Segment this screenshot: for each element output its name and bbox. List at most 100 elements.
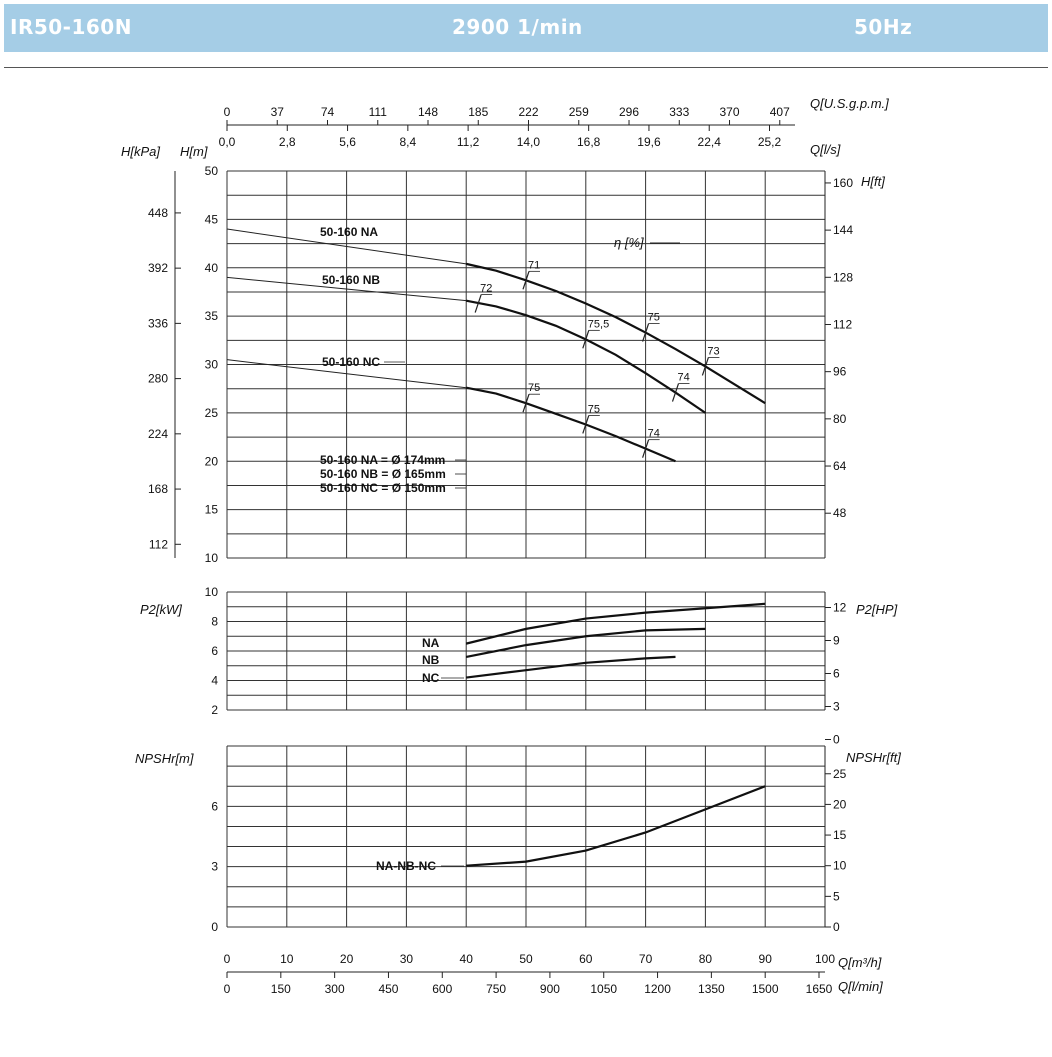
head-ft-tick-label: 144 xyxy=(833,223,853,237)
lmin-tick-label: 600 xyxy=(432,982,452,996)
npsh-curve xyxy=(466,785,766,867)
usgpm-tick-label: 333 xyxy=(669,105,689,119)
m3h-tick-label: 10 xyxy=(280,952,294,966)
power-kw-tick-label: 10 xyxy=(205,585,219,599)
head-curve-extension xyxy=(226,228,467,265)
head-curve xyxy=(465,386,676,463)
head-m-tick-label: 30 xyxy=(205,358,219,372)
efficiency-tick xyxy=(701,357,709,376)
head-ft-tick-label: 48 xyxy=(833,506,847,520)
usgpm-tick-label: 0 xyxy=(224,105,231,119)
head-m-tick-label: 25 xyxy=(205,406,219,420)
head-kpa-axis-label: H[kPa] xyxy=(121,144,160,159)
lmin-tick-label: 900 xyxy=(540,982,560,996)
efficiency-tick xyxy=(642,439,650,458)
head-kpa-tick-label: 168 xyxy=(148,482,168,496)
npsh-ft-tick-label: 0 xyxy=(833,920,840,934)
head-m-tick-label: 15 xyxy=(205,503,219,517)
npsh-m-axis-label: NPSHr[m] xyxy=(135,751,194,766)
npsh-m-tick-label: 0 xyxy=(211,920,218,934)
efficiency-tick xyxy=(474,294,482,313)
usgpm-tick-label: 74 xyxy=(321,105,335,119)
efficiency-value: 75 xyxy=(648,312,660,324)
m3h-tick-label: 50 xyxy=(519,952,533,966)
impeller-diameter-note: 50-160 NB = Ø 165mm xyxy=(320,467,446,481)
lmin-tick-label: 450 xyxy=(378,982,398,996)
power-kw-tick-label: 4 xyxy=(211,674,218,688)
head-kpa-tick-label: 224 xyxy=(148,427,168,441)
usgpm-tick-label: 296 xyxy=(619,105,639,119)
efficiency-tick xyxy=(642,323,650,342)
ls-tick-label: 16,8 xyxy=(577,135,601,149)
usgpm-tick-label: 370 xyxy=(720,105,740,119)
ls-axis-label: Q[l/s] xyxy=(810,142,841,157)
lmin-tick-label: 150 xyxy=(271,982,291,996)
m3h-tick-label: 0 xyxy=(224,952,231,966)
efficiency-tick xyxy=(671,383,680,402)
head-ft-axis-label: H[ft] xyxy=(861,174,885,189)
power-hp-tick-label: 3 xyxy=(833,700,840,714)
head-m-tick-label: 20 xyxy=(205,454,219,468)
efficiency-tick xyxy=(522,394,530,413)
efficiency-value: 74 xyxy=(648,428,660,440)
power-kw-tick-label: 2 xyxy=(211,703,218,717)
efficiency-value: 74 xyxy=(678,372,690,384)
usgpm-tick-label: 148 xyxy=(418,105,438,119)
power-curve-label: NC xyxy=(422,671,440,685)
power-kw-tick-label: 8 xyxy=(211,615,218,629)
power-curve-label: NB xyxy=(422,653,440,667)
lmin-tick-label: 0 xyxy=(224,982,231,996)
power-curve xyxy=(466,655,676,679)
head-ft-tick-label: 112 xyxy=(833,317,852,331)
usgpm-tick-label: 185 xyxy=(468,105,488,119)
lmin-axis-label: Q[l/min] xyxy=(838,979,883,994)
frequency-label: 50Hz xyxy=(854,15,913,39)
head-kpa-tick-label: 448 xyxy=(148,206,168,220)
efficiency-value: 75 xyxy=(528,382,540,394)
power-hp-tick-label: 9 xyxy=(833,634,840,648)
head-m-tick-label: 40 xyxy=(205,261,219,275)
ls-tick-label: 5,6 xyxy=(339,135,356,149)
m3h-tick-label: 80 xyxy=(699,952,713,966)
lmin-tick-label: 750 xyxy=(486,982,506,996)
usgpm-tick-label: 37 xyxy=(271,105,285,119)
ls-tick-label: 25,2 xyxy=(758,135,782,149)
head-ft-tick-label: 128 xyxy=(833,270,853,284)
impeller-diameter-note: 50-160 NC = Ø 150mm xyxy=(320,481,446,495)
header-divider xyxy=(4,67,1048,68)
power-kw-tick-label: 6 xyxy=(211,644,218,658)
npsh-ft-tick-label: 15 xyxy=(833,828,847,842)
efficiency-label: η [%] xyxy=(614,235,644,250)
usgpm-axis-label: Q[U.S.g.p.m.] xyxy=(810,96,889,111)
efficiency-tick xyxy=(522,271,530,290)
m3h-tick-label: 60 xyxy=(579,952,593,966)
m3h-tick-label: 90 xyxy=(759,952,773,966)
impeller-diameter-note: 50-160 NA = Ø 174mm xyxy=(320,453,445,467)
head-m-tick-label: 35 xyxy=(205,309,219,323)
speed-label: 2900 1/min xyxy=(452,15,583,39)
head-m-tick-label: 10 xyxy=(205,551,219,565)
ls-tick-label: 8,4 xyxy=(399,135,416,149)
npsh-ft-tick-label: 25 xyxy=(833,767,847,781)
lmin-tick-label: 1500 xyxy=(752,982,779,996)
power-curve-label: NA xyxy=(422,636,440,650)
head-kpa-tick-label: 336 xyxy=(148,316,168,330)
head-curve-label: 50-160 NB xyxy=(322,273,380,287)
m3h-tick-label: 20 xyxy=(340,952,354,966)
power-curve xyxy=(465,627,706,658)
head-curve-extension xyxy=(226,359,467,389)
head-kpa-tick-label: 392 xyxy=(148,261,168,275)
head-curve-label: 50-160 NC xyxy=(322,355,380,369)
lmin-tick-label: 1050 xyxy=(590,982,617,996)
head-ft-tick-label: 160 xyxy=(833,176,853,190)
efficiency-tick xyxy=(582,330,590,349)
power-hp-tick-label: 0 xyxy=(833,733,840,747)
m3h-tick-label: 70 xyxy=(639,952,653,966)
usgpm-tick-label: 111 xyxy=(369,105,388,119)
m3h-tick-label: 30 xyxy=(400,952,414,966)
ls-tick-label: 19,6 xyxy=(637,135,661,149)
head-curve xyxy=(465,262,766,405)
ls-tick-label: 11,2 xyxy=(457,135,480,149)
power-hp-tick-label: 12 xyxy=(833,601,847,615)
